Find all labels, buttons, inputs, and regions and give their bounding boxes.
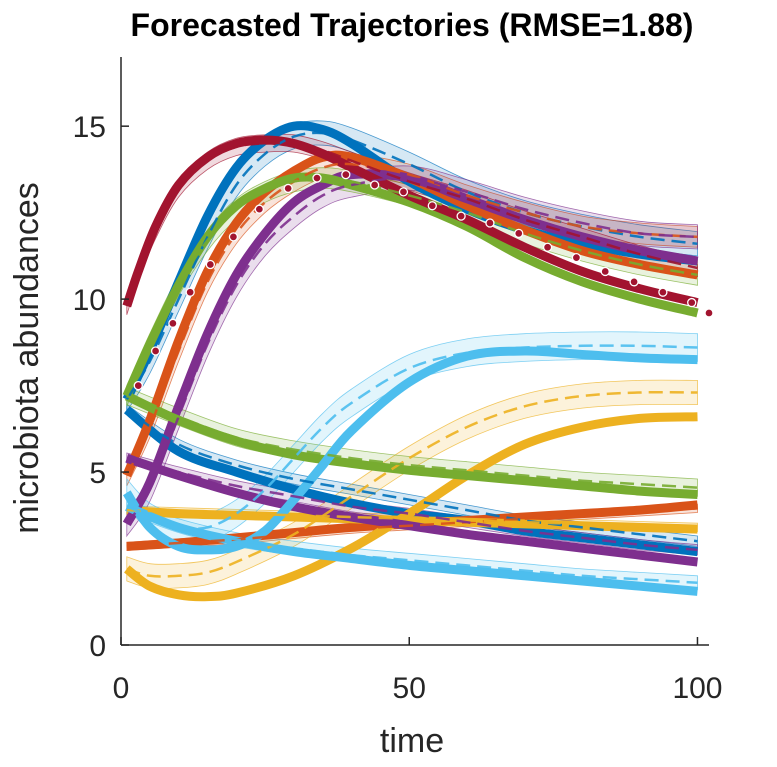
forecast-line-12 [126,505,698,584]
forecast-line-8 [126,456,698,552]
forecast-line-9 [125,176,698,397]
forecast-line-7 [125,176,698,525]
observed-point [600,266,610,277]
observed-point [312,173,322,183]
observed-point [228,232,239,242]
observed-points [133,169,714,391]
observed-point [571,252,582,263]
actual-line-12 [125,502,698,596]
observed-point [168,318,178,328]
observed-point [542,242,553,252]
axes [120,57,709,646]
observed-point [629,277,639,287]
y-tick-label: 5 [89,457,106,490]
observed-point [150,346,161,356]
band-13 [126,133,698,315]
y-axis-label: microbiota abundances [8,182,46,534]
actual-line-7 [122,169,699,527]
actual-line-10 [124,391,698,499]
observed-point [658,287,668,297]
observed-point [687,297,697,308]
x-tick-label: 50 [393,672,426,705]
observed-point [205,259,216,270]
observed-point [254,204,265,214]
observed-point [283,183,293,194]
chart-title: Forecasted Trajectories (RMSE=1.88) [131,7,694,43]
x-axis-label: time [380,722,444,760]
observed-point [185,287,195,297]
actual-line-6 [126,505,698,534]
x-tick-label: 0 [113,672,130,705]
tick-labels: 0 50 100 0 5 10 15 [73,111,723,705]
y-tick-label: 15 [73,111,106,144]
observed-point [485,218,495,228]
forecast-line-13 [125,141,698,307]
y-tick-label: 0 [89,630,106,663]
y-tick-label: 10 [73,284,106,317]
observed-point [514,228,524,239]
actual-line-11 [122,346,698,555]
actual-line-13 [122,135,699,308]
observed-point [341,169,351,180]
forecast-line-1 [125,131,698,401]
actual-line-5 [123,412,698,602]
observed-point [704,308,714,318]
forecast-line-2 [126,408,698,543]
observed-point [398,187,409,197]
observed-point [369,180,380,190]
observed-point [133,380,143,391]
observed-point [427,201,437,211]
forecast-trajectories [125,131,698,584]
forecast-line-4 [126,507,698,548]
forecast-line-6 [126,508,698,529]
forecast-line-5 [126,390,698,578]
x-tick-label: 100 [672,672,722,705]
observed-point [456,211,466,221]
